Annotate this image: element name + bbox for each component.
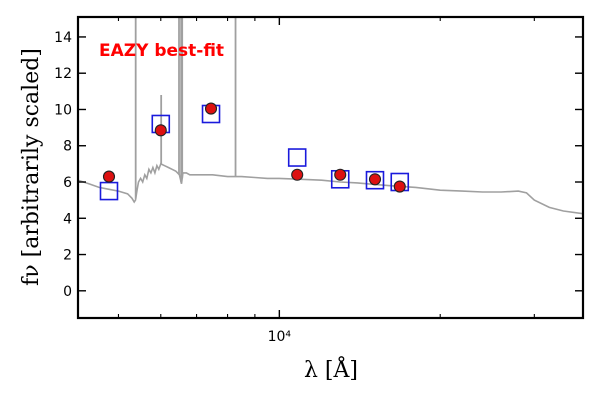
y-tick-label: 0 [63,284,72,300]
observed-photometry-point [204,102,218,115]
axes: 0 2 4 6 8 10 12 14 10⁴ [54,15,585,345]
observed-photometry-point [368,173,382,186]
y-tick-label: 14 [54,30,72,46]
y-tick-label: 2 [63,248,72,264]
model-photometry-square [287,148,307,167]
y-tick-label: 8 [63,139,72,155]
model-photometry-square [365,170,385,190]
y-tick-label: 12 [54,66,72,82]
y-tick-label: 6 [63,175,72,191]
observed-photometry-point [291,168,304,181]
x-axis-label: λ [Å] [304,355,358,383]
template-spectrum-line [78,162,583,215]
observed-photometry-point [334,168,347,181]
y-tick-label: 10 [54,102,72,118]
y-axis-label: fν [arbitrarily scaled] [19,48,44,286]
chart-annotation: EAZY best-fit [99,41,224,61]
plot-frame [76,15,585,320]
y-tick-label: 4 [63,211,72,227]
observed-photometry-point [393,180,406,193]
x-tick-label: 10⁴ [268,329,292,345]
chart-marks [78,17,583,215]
observed-photometry-point [102,170,116,183]
observed-photometry-point [154,124,167,137]
